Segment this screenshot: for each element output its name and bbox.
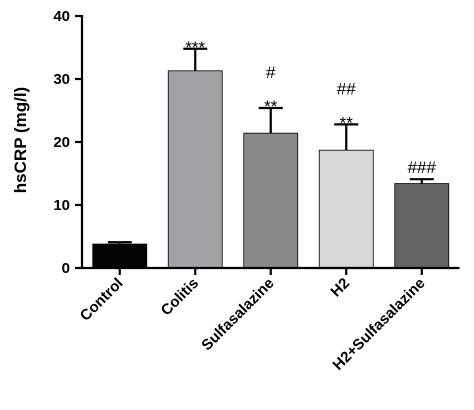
bar-h2 [318, 149, 374, 269]
bar-h2-sulfasalazine [394, 183, 450, 269]
bar-sulfasalazine [243, 132, 299, 269]
x-tick-label: Sulfasalazine [198, 275, 277, 354]
x-tick-label: Control [77, 275, 127, 325]
significance-label: ## [337, 79, 356, 98]
plot-area: Control *** Colitis ** # Sulfasalazine ** ## H2 #… [53, 8, 460, 374]
y-tick-label: 40 [53, 8, 70, 25]
x-tick-label: H2 [327, 275, 353, 301]
y-tick-label: 0 [62, 260, 70, 277]
bar-colitis [167, 70, 223, 269]
y-tick-label: 20 [53, 134, 70, 151]
x-tick-label: Colitis [158, 275, 202, 319]
significance-label: ### [408, 158, 437, 177]
significance-label: *** [185, 38, 205, 57]
bar-control [92, 243, 148, 269]
significance-label: # [266, 63, 276, 82]
y-tick-label: 30 [53, 71, 70, 88]
significance-label: ** [340, 113, 354, 132]
significance-label: ** [264, 97, 278, 116]
y-axis-label: hsCRP (mg/l) [11, 87, 30, 193]
y-tick-label: 10 [53, 197, 70, 214]
